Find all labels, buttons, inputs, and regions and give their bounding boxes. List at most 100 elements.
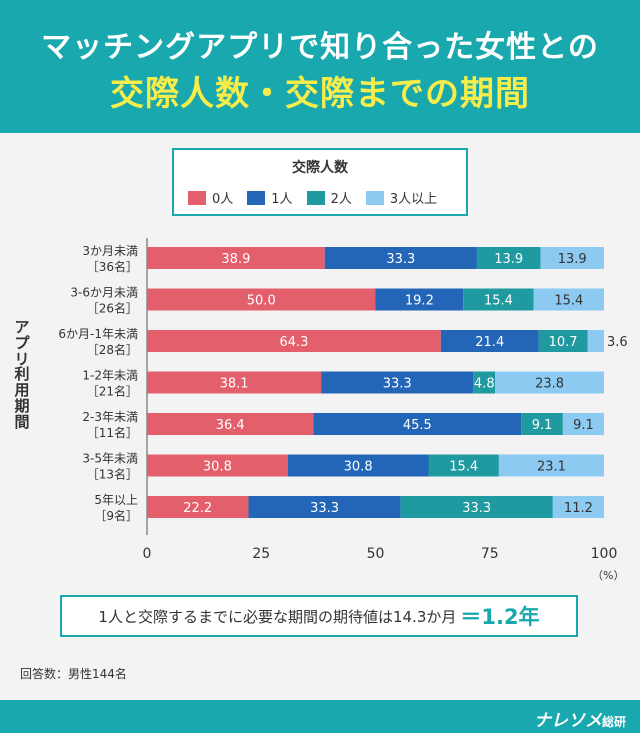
- data-label: 23.8: [535, 377, 564, 392]
- category-count: ［36名］: [87, 259, 138, 274]
- data-label: 33.3: [462, 501, 491, 516]
- data-label: 13.9: [558, 252, 587, 267]
- legend-item: 3人以上: [365, 188, 438, 207]
- data-label: 50.0: [247, 294, 276, 309]
- respondent-count: 回答数：男性144名: [20, 667, 127, 681]
- data-label: 10.7: [549, 335, 578, 350]
- category-count: ［21名］: [87, 384, 138, 399]
- data-label: 38.1: [220, 377, 249, 392]
- data-label: 19.2: [405, 294, 434, 309]
- category-label: 6か月-1年未満: [58, 327, 138, 341]
- legend-swatch: [247, 190, 266, 205]
- expected-value-note: 1人と交際するまでに必要な期間の期待値は14.3か月 ＝1.2年: [60, 595, 578, 637]
- data-label: 38.9: [221, 252, 250, 267]
- legend-label: 0人: [212, 192, 234, 207]
- bar-segment: [562, 413, 604, 435]
- title-line-2: 交際人数・交際までの期間: [110, 74, 530, 114]
- category-count: ［26名］: [87, 301, 138, 316]
- category-label: 3か月未満: [82, 244, 138, 258]
- stacked-bar-chart: 0 25 50 75 100 3か月未満［36名］ 38.9 33.3 13.9 13.9 3-6か…: [58, 238, 628, 562]
- data-label: 23.1: [537, 460, 566, 475]
- bar-segment: [400, 496, 553, 518]
- data-label: 33.3: [383, 377, 412, 392]
- data-label: 9.1: [532, 418, 553, 433]
- bar-segment: [533, 288, 604, 311]
- data-label: 15.4: [554, 294, 583, 309]
- data-label: 36.4: [216, 418, 245, 433]
- data-label: 11.2: [564, 501, 593, 516]
- legend-swatch: [306, 190, 325, 205]
- category-label: 1-2年未満: [82, 369, 138, 383]
- bar-segment: [473, 371, 496, 394]
- bar-segment: [521, 413, 563, 435]
- legend-label: 2人: [330, 192, 352, 207]
- bar-segment: [587, 330, 604, 352]
- y-axis-label: アプリ利用期間: [14, 318, 30, 431]
- bar-segment: [147, 247, 325, 269]
- data-label: 4.8: [474, 377, 495, 392]
- bar-segment: [463, 288, 534, 311]
- category-label: 3-6か月未満: [70, 286, 138, 300]
- bar-segment: [313, 413, 522, 435]
- data-label: 15.4: [484, 294, 513, 309]
- bar-segment: [147, 371, 322, 394]
- bar-segment: [147, 330, 441, 352]
- legend-swatch: [188, 190, 206, 205]
- data-label: 3.6: [607, 335, 628, 350]
- bar-segment: [147, 413, 314, 435]
- data-label: 45.5: [403, 418, 432, 433]
- bar-segment: [147, 288, 376, 311]
- data-label: 30.8: [203, 460, 232, 475]
- bar-segment: [540, 247, 604, 269]
- note-text: 1人と交際するまでに必要な期間の期待値は14.3か月: [98, 607, 457, 626]
- x-tick-label: 0: [143, 546, 152, 562]
- category-count: ［11名］: [87, 425, 138, 440]
- data-label: 33.3: [386, 252, 415, 267]
- bar-segment: [538, 330, 588, 352]
- bar-segment: [147, 496, 249, 518]
- brand-logo: ナレソメ総研: [533, 711, 626, 731]
- x-axis-unit: （%）: [592, 569, 625, 582]
- data-label: 22.2: [183, 501, 212, 516]
- category-label: 5年以上: [94, 493, 138, 507]
- x-tick-label: 75: [481, 546, 499, 562]
- bar-segment: [324, 247, 477, 269]
- note-highlight: ＝1.2年: [460, 605, 540, 629]
- legend-label: 3人以上: [389, 192, 438, 207]
- category-count: ［28名］: [87, 342, 138, 357]
- x-tick-label: 100: [591, 546, 618, 562]
- data-label: 9.1: [573, 418, 594, 433]
- data-label: 30.8: [344, 460, 373, 475]
- legend-items: 0人 1人 2人 3人以上: [188, 188, 437, 207]
- legend-swatch: [365, 190, 384, 205]
- bar-segment: [248, 496, 401, 518]
- category-label: 2-3年未満: [82, 410, 138, 424]
- bar-segment: [495, 371, 604, 394]
- title-line-1: マッチングアプリで知り合った女性との: [41, 30, 599, 65]
- category-label: 3-5年未満: [82, 452, 138, 466]
- data-label: 13.9: [494, 252, 523, 267]
- bar-segment: [552, 496, 604, 518]
- bar-segment: [498, 454, 604, 477]
- bar-segment: [375, 288, 464, 311]
- data-label: 15.4: [449, 460, 478, 475]
- legend-item: 0人: [188, 188, 233, 207]
- bar-segment: [428, 454, 499, 477]
- legend-item: 1人: [247, 188, 293, 207]
- footer-bar: ナレソメ総研: [0, 700, 640, 733]
- x-tick-label: 25: [252, 546, 270, 562]
- x-tick-label: 50: [367, 546, 385, 562]
- legend: 交際人数 0人 1人 2人 3人以上: [172, 148, 468, 216]
- bar-segment: [476, 247, 541, 269]
- header-banner: マッチングアプリで知り合った女性との 交際人数・交際までの期間: [0, 0, 640, 133]
- category-count: ［9名］: [94, 508, 138, 523]
- bar-segment: [440, 330, 539, 352]
- data-label: 33.3: [310, 501, 339, 516]
- bar-segment: [147, 454, 288, 477]
- data-label: 21.4: [475, 335, 504, 350]
- legend-item: 2人: [306, 188, 352, 207]
- category-count: ［13名］: [87, 467, 138, 482]
- legend-title: 交際人数: [292, 160, 348, 176]
- data-label: 64.3: [279, 335, 308, 350]
- bar-segment: [287, 454, 429, 477]
